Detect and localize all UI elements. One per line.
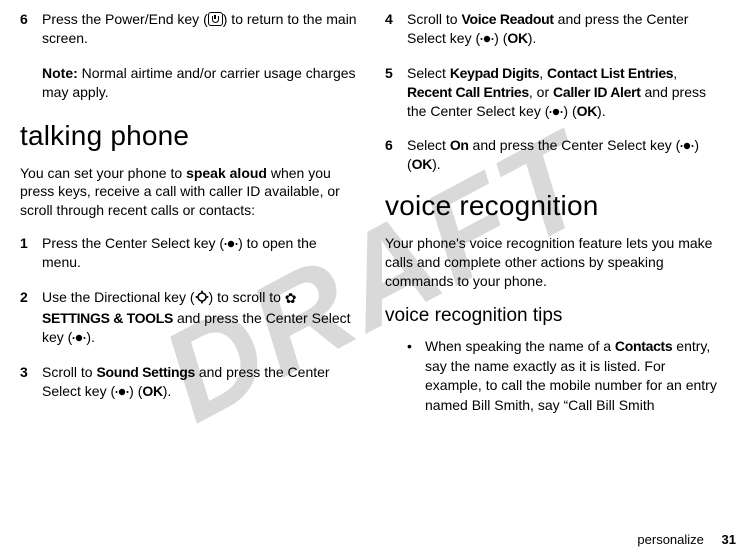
text: ,: [673, 65, 677, 81]
subheading-tips: voice recognition tips: [385, 305, 722, 327]
menu-item: Recent Call Entries: [407, 84, 529, 100]
menu-item: On: [450, 137, 469, 153]
menu-item: Sound Settings: [96, 364, 194, 380]
center-select-icon: [224, 238, 238, 250]
text: Press the Center Select key (: [42, 235, 224, 251]
ok-label: OK: [577, 103, 597, 119]
text: and press the Center Select key (: [469, 137, 681, 153]
step-number: 3: [20, 363, 42, 401]
bullet-dot: •: [407, 337, 425, 415]
step-number: 5: [385, 64, 407, 121]
step-text: Select On and press the Center Select ke…: [407, 136, 722, 174]
bullet-item: • When speaking the name of a Contacts e…: [407, 337, 722, 415]
step-3: 3 Scroll to Sound Settings and press the…: [20, 363, 357, 401]
page-body: 6 Press the Power/End key () to return t…: [0, 0, 754, 553]
step-number: 1: [20, 234, 42, 272]
step-2: 2 Use the Directional key ( ) to scroll t…: [20, 288, 357, 347]
ok-label: OK: [412, 156, 432, 172]
right-column: 4 Scroll to Voice Readout and press the …: [371, 10, 736, 525]
step-6-right: 6 Select On and press the Center Select …: [385, 136, 722, 174]
text: , or: [529, 84, 553, 100]
text: ) (: [129, 383, 142, 399]
text: ).: [432, 156, 441, 172]
step-1: 1 Press the Center Select key () to open…: [20, 234, 357, 272]
step-text: Press the Power/End key () to return to …: [42, 10, 357, 48]
text: ).: [163, 383, 172, 399]
text: Scroll to: [407, 11, 461, 27]
step-4: 4 Scroll to Voice Readout and press the …: [385, 10, 722, 48]
step-text: Press the Center Select key () to open t…: [42, 234, 357, 272]
text: Scroll to: [42, 364, 96, 380]
text: ).: [528, 30, 537, 46]
step-number: 6: [20, 10, 42, 48]
note-paragraph: Note: Normal airtime and/or carrier usag…: [42, 64, 357, 102]
text: ,: [539, 65, 547, 81]
menu-item: Contacts: [615, 338, 673, 354]
center-select-icon: [680, 140, 694, 152]
step-number: 6: [385, 136, 407, 174]
step-text: Select Keypad Digits, Contact List Entri…: [407, 64, 722, 121]
menu-item: Voice Readout: [461, 11, 553, 27]
menu-item: Contact List Entries: [547, 65, 673, 81]
text-bold: speak aloud: [186, 165, 267, 181]
left-column: 6 Press the Power/End key () to return t…: [6, 10, 371, 525]
center-select-icon: [549, 106, 563, 118]
step-5: 5 Select Keypad Digits, Contact List Ent…: [385, 64, 722, 121]
step-number: 4: [385, 10, 407, 48]
gear-icon: ✿: [285, 289, 297, 308]
text: When speaking the name of a: [425, 338, 615, 354]
menu-item: Caller ID Alert: [553, 84, 641, 100]
step-text: Scroll to Sound Settings and press the C…: [42, 363, 357, 401]
bullet-text: When speaking the name of a Contacts ent…: [425, 337, 722, 415]
text: You can set your phone to: [20, 165, 186, 181]
center-select-icon: [115, 386, 129, 398]
ok-label: OK: [142, 383, 162, 399]
menu-item: Keypad Digits: [450, 65, 539, 81]
text: Press the Power/End key (: [42, 11, 208, 27]
power-end-key-icon: [208, 12, 223, 26]
menu-item: SETTINGS & TOOLS: [42, 310, 173, 326]
heading-talking-phone: talking phone: [20, 120, 357, 152]
center-select-icon: [72, 332, 86, 344]
heading-voice-recognition: voice recognition: [385, 190, 722, 222]
lead-paragraph: You can set your phone to speak aloud wh…: [20, 164, 357, 221]
text: Select: [407, 137, 450, 153]
note-label: Note:: [42, 65, 78, 81]
text: ) (: [563, 103, 576, 119]
ok-label: OK: [507, 30, 527, 46]
center-select-icon: [480, 33, 494, 45]
lead-paragraph: Your phone's voice recognition feature l…: [385, 234, 722, 291]
text: Use the Directional key (: [42, 289, 195, 305]
text: ).: [597, 103, 606, 119]
step-number: 2: [20, 288, 42, 347]
text: ) (: [494, 30, 507, 46]
text: Select: [407, 65, 450, 81]
text: ).: [86, 329, 95, 345]
step-6-left: 6 Press the Power/End key () to return t…: [20, 10, 357, 48]
step-text: Use the Directional key () to scroll to …: [42, 288, 357, 347]
text: ) to scroll to: [209, 289, 285, 305]
note-text: Normal airtime and/or carrier usage char…: [42, 65, 356, 100]
step-text: Scroll to Voice Readout and press the Ce…: [407, 10, 722, 48]
directional-key-icon: [195, 290, 209, 309]
